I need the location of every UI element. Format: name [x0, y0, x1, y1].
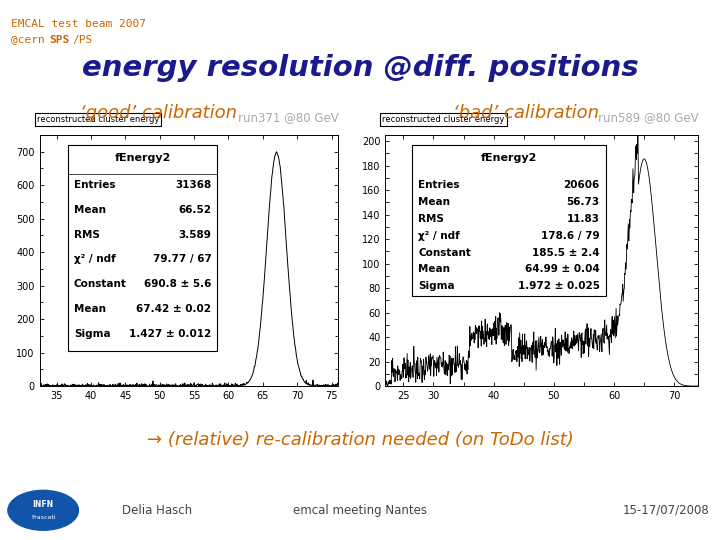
- Text: Sigma: Sigma: [418, 281, 455, 292]
- Text: Entries: Entries: [74, 180, 115, 190]
- Text: run371 @80 GeV: run371 @80 GeV: [238, 111, 338, 124]
- Text: RMS: RMS: [418, 214, 444, 224]
- Text: 67.42 ± 0.02: 67.42 ± 0.02: [136, 304, 212, 314]
- Text: 1.427 ± 0.012: 1.427 ± 0.012: [129, 329, 212, 339]
- FancyBboxPatch shape: [412, 145, 606, 296]
- Text: fEnergy2: fEnergy2: [114, 153, 171, 163]
- Text: 185.5 ± 2.4: 185.5 ± 2.4: [532, 248, 600, 258]
- Text: 15-17/07/2008: 15-17/07/2008: [623, 504, 709, 517]
- Text: 11.83: 11.83: [567, 214, 600, 224]
- Text: 56.73: 56.73: [567, 197, 600, 207]
- Text: 3.589: 3.589: [179, 230, 212, 240]
- Text: Frascati: Frascati: [31, 515, 55, 520]
- Text: Delia Hasch: Delia Hasch: [122, 504, 192, 517]
- Text: reconstructed cluster energy: reconstructed cluster energy: [382, 114, 505, 124]
- Text: 66.52: 66.52: [179, 205, 212, 215]
- Text: Constant: Constant: [418, 248, 471, 258]
- Text: Mean: Mean: [74, 304, 106, 314]
- FancyBboxPatch shape: [68, 145, 217, 351]
- Text: χ² / ndf: χ² / ndf: [418, 231, 460, 241]
- Text: 178.6 / 79: 178.6 / 79: [541, 231, 600, 241]
- Text: → (relative) re-calibration needed (on ToDo list): → (relative) re-calibration needed (on T…: [147, 431, 573, 449]
- Text: 79.77 / 67: 79.77 / 67: [153, 254, 212, 265]
- Text: Constant: Constant: [74, 279, 127, 289]
- Text: Sigma: Sigma: [74, 329, 111, 339]
- Ellipse shape: [7, 490, 79, 531]
- Text: Mean: Mean: [418, 197, 450, 207]
- Text: 1.972 ± 0.025: 1.972 ± 0.025: [518, 281, 600, 292]
- Text: @cern: @cern: [11, 35, 51, 45]
- Text: EMCAL test beam 2007: EMCAL test beam 2007: [11, 19, 145, 29]
- Text: ‘bad’ calibration: ‘bad’ calibration: [453, 104, 598, 123]
- Text: emcal meeting Nantes: emcal meeting Nantes: [293, 504, 427, 517]
- Text: RMS: RMS: [74, 230, 100, 240]
- Text: 690.8 ± 5.6: 690.8 ± 5.6: [144, 279, 212, 289]
- Text: fEnergy2: fEnergy2: [481, 153, 537, 163]
- Text: 31368: 31368: [175, 180, 212, 190]
- Text: Entries: Entries: [418, 180, 459, 190]
- Text: χ² / ndf: χ² / ndf: [74, 254, 116, 265]
- Text: 64.99 ± 0.04: 64.99 ± 0.04: [525, 265, 600, 274]
- Text: run589 @80 GeV: run589 @80 GeV: [598, 111, 698, 124]
- Text: INFN: INFN: [32, 500, 54, 509]
- Text: reconstructed cluster energy: reconstructed cluster energy: [37, 114, 159, 124]
- Text: ‘good’ calibration: ‘good’ calibration: [80, 104, 237, 123]
- Text: energy resolution @diff. positions: energy resolution @diff. positions: [81, 53, 639, 82]
- Text: 20606: 20606: [564, 180, 600, 190]
- Text: /PS: /PS: [72, 35, 92, 45]
- Text: SPS: SPS: [49, 35, 69, 45]
- Text: Mean: Mean: [74, 205, 106, 215]
- Text: Mean: Mean: [418, 265, 450, 274]
